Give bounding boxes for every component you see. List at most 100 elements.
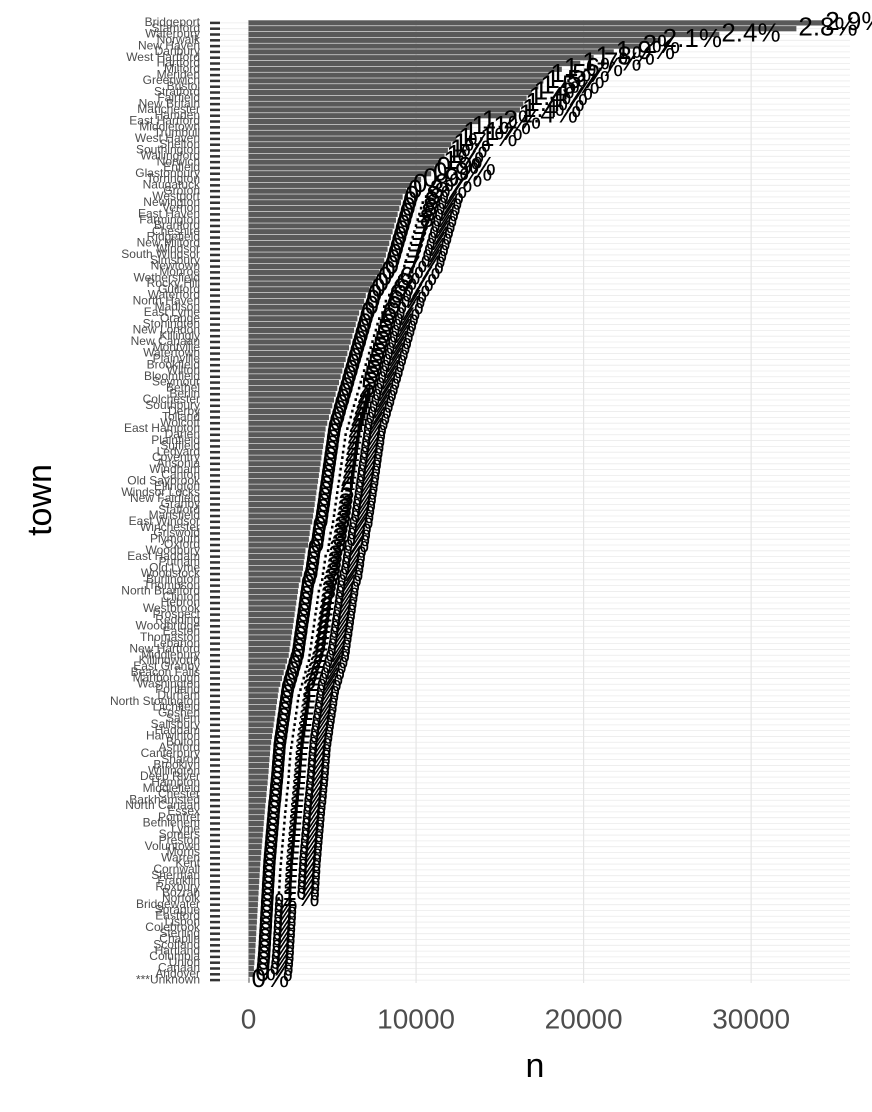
bar: [248, 66, 562, 72]
y-tick-label: Voluntown: [145, 839, 200, 853]
data-label: 0.1%: [271, 748, 330, 778]
y-tick-label: Vernon: [162, 201, 200, 215]
bar: [248, 362, 345, 368]
data-label: 0.1%: [266, 801, 325, 831]
bar: [248, 89, 532, 96]
bar: [248, 774, 269, 780]
y-tick-label: Ashford: [159, 740, 200, 754]
bar: [248, 287, 370, 293]
bar: [248, 281, 373, 287]
data-label: 0.1%: [268, 777, 327, 807]
data-label: 0.5%: [353, 325, 412, 355]
bar: [248, 78, 544, 84]
y-tick-label: Chaplin: [159, 932, 200, 946]
data-label: 0.4%: [319, 470, 378, 500]
data-label: 1.6%: [564, 52, 623, 82]
y-tick-label: Milford: [164, 61, 200, 75]
bar: [248, 211, 398, 217]
data-label: 0%: [260, 893, 298, 923]
bar: [248, 646, 290, 653]
bar: [248, 101, 524, 107]
bar: [248, 542, 309, 548]
bar: [248, 832, 263, 838]
bar: [248, 739, 272, 745]
bar: [248, 675, 283, 682]
y-tick-label: Greenwich: [143, 73, 200, 87]
bar: [248, 965, 254, 972]
bar: [248, 426, 326, 432]
bar: [248, 861, 261, 867]
bar: [248, 786, 267, 792]
data-label: 0%: [259, 911, 297, 941]
y-tick-label: East Lyme: [144, 305, 201, 319]
data-label: 0.6%: [378, 261, 437, 291]
y-tick-label: East Haven: [138, 207, 200, 221]
data-label: 0.1%: [264, 830, 323, 860]
data-label: 0.4%: [321, 458, 380, 488]
y-tick-label: Portland: [155, 682, 200, 696]
bar: [248, 757, 270, 763]
y-tick-label: Hamden: [155, 108, 200, 122]
data-label: 0.1%: [265, 812, 324, 842]
bar: [248, 612, 295, 618]
data-label: 0.1%: [268, 783, 327, 813]
bar: [248, 403, 333, 409]
y-tick-label: Orange: [160, 311, 200, 325]
y-tick-label: Putnam: [159, 555, 200, 569]
bar: [248, 234, 391, 241]
y-tick-label: Andover: [155, 966, 200, 980]
y-tick-label: East Granby: [133, 659, 200, 673]
data-label: 0.1%: [264, 824, 323, 854]
data-label: 0.1%: [262, 859, 321, 889]
bar: [248, 867, 260, 873]
y-tick-label: Newington: [143, 195, 200, 209]
bar: [248, 113, 517, 119]
y-tick-label: Branford: [154, 218, 200, 232]
bar: [248, 304, 363, 310]
y-tick-label: Clinton: [163, 589, 200, 603]
bar: [248, 391, 336, 397]
data-label: 0.6%: [375, 267, 434, 297]
data-label: 0.7%: [395, 215, 454, 245]
bar: [248, 577, 301, 583]
bar: [248, 594, 298, 600]
y-tick-label: Lisbon: [165, 914, 200, 928]
bar: [248, 670, 284, 676]
data-label: 0.8%: [398, 203, 457, 233]
y-tick-label: Kent: [175, 856, 200, 870]
data-label: 1.9%: [616, 35, 675, 65]
bar: [248, 768, 269, 774]
bar: [248, 159, 442, 165]
y-tick-label: Warren: [161, 850, 200, 864]
bar: [248, 536, 309, 542]
data-label: 2.1%: [663, 23, 722, 53]
data-label: 0.7%: [391, 226, 450, 256]
y-tick-label: Norwich: [157, 154, 200, 168]
y-tick-label: Westbrook: [143, 601, 201, 615]
bar: [248, 327, 355, 333]
data-label: 0.6%: [368, 278, 427, 308]
y-tick-label: Darien: [165, 427, 200, 441]
y-tick-label: Stamford: [151, 21, 200, 35]
bar: [248, 449, 323, 455]
bar: [248, 855, 261, 861]
bar: [248, 379, 340, 386]
data-label: 0.6%: [366, 284, 425, 314]
data-label: 0.2%: [282, 667, 341, 697]
y-tick-label: Canton: [161, 468, 200, 482]
bar: [248, 432, 325, 438]
y-tick-label: Willington: [148, 763, 200, 777]
y-tick-label: Monroe: [159, 265, 200, 279]
data-label: 1.1%: [458, 122, 517, 152]
y-tick-label: Beacon Falls: [131, 665, 200, 679]
y-tick-label: Enfield: [163, 160, 200, 174]
bar: [248, 728, 273, 734]
y-tick-label: Danbury: [155, 44, 200, 58]
bar: [248, 107, 520, 113]
x-axis-title: n: [526, 1047, 545, 1085]
bar: [248, 838, 263, 844]
y-tick-label: Cheshire: [152, 224, 200, 238]
y-tick-label: Columbia: [149, 949, 200, 963]
bar: [248, 176, 422, 183]
data-label: 0.1%: [277, 696, 336, 726]
